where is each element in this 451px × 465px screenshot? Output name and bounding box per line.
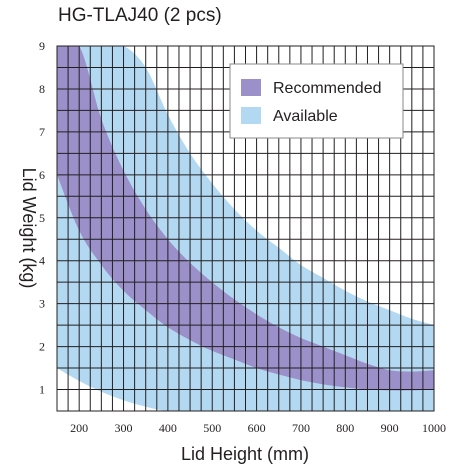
series-area-recommended xyxy=(57,46,434,391)
legend-swatch-recommended xyxy=(241,79,261,96)
x-tick-label: 700 xyxy=(292,421,310,435)
y-tick-label: 9 xyxy=(39,39,45,53)
legend: Recommended Available xyxy=(229,63,404,139)
x-tick-label: 600 xyxy=(248,421,266,435)
y-tick-label: 1 xyxy=(39,383,45,397)
y-tick-label: 3 xyxy=(39,297,45,311)
x-tick-labels: 200 300 400 500 600 700 800 900 1000 xyxy=(70,421,446,435)
y-tick-label: 4 xyxy=(39,254,45,268)
legend-label-recommended: Recommended xyxy=(273,80,382,97)
y-tick-label: 6 xyxy=(39,168,45,182)
y-tick-label: 7 xyxy=(39,125,45,139)
chart-title: HG-TLAJ40 (2 pcs) xyxy=(58,5,222,26)
x-axis-title: Lid Height (mm) xyxy=(181,444,309,464)
legend-box xyxy=(229,63,404,139)
y-axis-title: Lid Weight (kg) xyxy=(19,168,39,289)
x-tick-label: 500 xyxy=(203,421,221,435)
x-tick-label: 800 xyxy=(336,421,354,435)
y-tick-label: 2 xyxy=(39,340,45,354)
legend-label-available: Available xyxy=(273,108,338,125)
x-tick-label: 400 xyxy=(159,421,177,435)
plot-frame xyxy=(56,45,435,412)
x-tick-label: 1000 xyxy=(422,421,446,435)
y-tick-label: 5 xyxy=(39,211,45,225)
x-tick-label: 900 xyxy=(381,421,399,435)
y-tick-label: 8 xyxy=(39,82,45,96)
legend-swatch-available xyxy=(241,107,261,124)
x-tick-label: 300 xyxy=(115,421,133,435)
y-tick-labels: 1 2 3 4 5 6 7 8 9 xyxy=(39,39,45,397)
x-tick-label: 200 xyxy=(70,421,88,435)
